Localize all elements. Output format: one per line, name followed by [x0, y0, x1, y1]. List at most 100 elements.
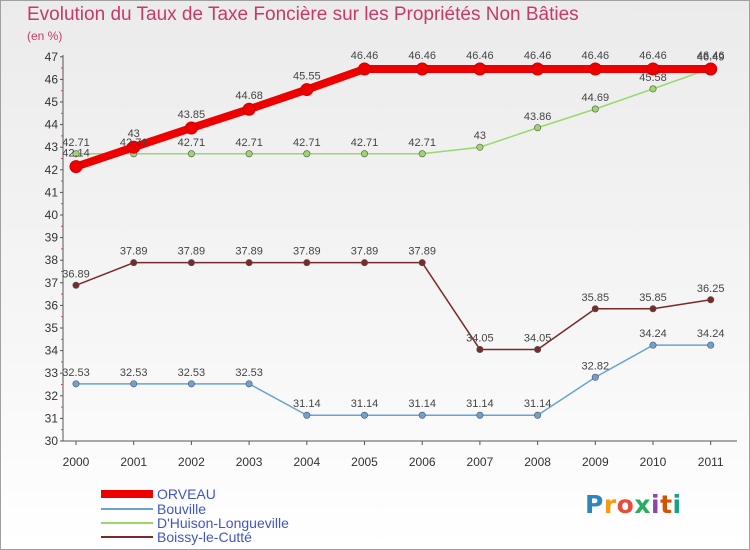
data-label: 42.71 — [293, 137, 321, 149]
data-point — [303, 259, 311, 267]
data-point — [707, 296, 715, 304]
data-point — [707, 341, 715, 349]
y-tick-label: 35 — [45, 321, 59, 335]
data-point — [130, 380, 138, 388]
data-label: 42.71 — [120, 137, 148, 149]
legend-label-boissy: Boissy-le-Cutté — [157, 529, 252, 545]
series-line-3 — [75, 261, 712, 351]
x-tick-label: 2008 — [524, 455, 551, 469]
data-point — [473, 62, 487, 76]
data-point — [476, 143, 484, 151]
data-point — [534, 411, 542, 419]
data-label: 31.14 — [293, 398, 321, 410]
x-tick-label: 2003 — [236, 455, 263, 469]
logo-letter: P — [585, 490, 604, 519]
data-label: 45.55 — [293, 71, 321, 83]
data-label: 37.89 — [351, 246, 379, 258]
data-point — [534, 124, 542, 132]
data-label: 44.69 — [582, 92, 610, 104]
y-tick-label: 43 — [45, 140, 59, 154]
data-point — [245, 259, 253, 267]
data-label: 35.85 — [582, 292, 610, 304]
axes: 30 31 32 33 34 35 36 37 38 39 40 41 42 43 44 45 46 47 2000… — [45, 50, 737, 469]
data-label: 35.85 — [639, 292, 667, 304]
y-tick-label: 40 — [45, 208, 59, 222]
data-point — [534, 345, 542, 353]
data-point — [187, 259, 195, 267]
legend-item-dhuison: D'Huison-Longueville — [101, 515, 289, 531]
data-point — [415, 62, 429, 76]
legend-swatch-boissy — [101, 536, 153, 538]
data-point — [303, 150, 311, 158]
data-label: 43.85 — [178, 109, 206, 121]
data-point — [69, 160, 83, 174]
logo-letter: i — [672, 490, 682, 519]
y-tick-label: 46 — [45, 72, 59, 86]
data-label: 37.89 — [120, 246, 148, 258]
data-label: 43.86 — [524, 111, 552, 123]
data-point — [358, 62, 371, 76]
series-line-2 — [75, 67, 712, 155]
data-label: 42.71 — [351, 137, 379, 149]
data-label: 46.46 — [351, 50, 379, 62]
x-tick-label: 2004 — [293, 455, 320, 469]
logo-letter: t — [660, 490, 673, 519]
proxiti-logo: Proxiti — [585, 490, 682, 519]
logo-letter: x — [634, 490, 651, 519]
data-label: 32.53 — [178, 367, 206, 379]
x-tick-label: 2011 — [698, 455, 724, 469]
legend-label-orveau: ORVEAU — [157, 486, 216, 502]
data-label: 31.14 — [466, 398, 494, 410]
data-label: 34.24 — [639, 328, 667, 340]
unit-label: (en %) — [27, 29, 63, 43]
data-point — [303, 411, 311, 419]
data-label: 37.89 — [408, 246, 436, 258]
y-tick-label: 31 — [45, 411, 59, 425]
x-tick-label: 2001 — [120, 455, 147, 469]
data-label: 31.14 — [524, 398, 552, 410]
x-tick-label: 2007 — [467, 455, 494, 469]
data-point — [360, 411, 368, 419]
data-label: 42.71 — [62, 137, 90, 149]
data-label: 32.53 — [120, 367, 148, 379]
x-tick-label: 2010 — [640, 455, 667, 469]
y-tick-label: 36 — [45, 298, 59, 312]
data-point — [588, 62, 602, 76]
data-point — [130, 259, 138, 267]
data-point — [242, 102, 256, 116]
y-tick-label: 39 — [45, 231, 59, 245]
y-tick-label: 41 — [45, 185, 59, 199]
legend-item-bouville: Bouville — [101, 501, 206, 517]
y-tick-label: 32 — [45, 389, 59, 403]
data-label: 43 — [474, 130, 486, 142]
data-label: 34.05 — [466, 332, 494, 344]
labels-layer: 36.89 37.89 37.89 37.89 37.89 37.89 37.89 34.05… — [62, 50, 724, 410]
y-tick-label: 42 — [45, 163, 59, 177]
data-label: 46.46 — [466, 50, 494, 62]
y-tick-label: 45 — [45, 95, 59, 109]
x-tick-label: 2006 — [409, 455, 436, 469]
data-point — [187, 380, 195, 388]
data-label: 36.25 — [697, 283, 725, 295]
data-label: 46.46 — [408, 50, 436, 62]
legend-item-boissy: Boissy-le-Cutté — [101, 529, 252, 545]
data-label: 43 — [128, 128, 140, 140]
legend-swatch-bouville — [101, 508, 153, 510]
legend-item-orveau: ORVEAU — [101, 486, 216, 502]
data-point — [476, 411, 484, 419]
data-label: 31.14 — [351, 398, 379, 410]
y-tick-label: 44 — [45, 118, 59, 132]
data-point — [531, 62, 545, 76]
y-tick-label: 47 — [45, 50, 59, 64]
data-point — [591, 305, 599, 313]
data-label: 44.68 — [235, 90, 263, 102]
data-point — [72, 150, 80, 158]
legend-swatch-dhuison — [101, 522, 153, 524]
data-label: 46.46 — [697, 50, 725, 62]
logo-letter: o — [616, 490, 635, 519]
data-label: 37.89 — [178, 246, 206, 258]
data-label: 37.89 — [235, 246, 263, 258]
chart-title: Evolution du Taux de Taxe Foncière sur l… — [27, 4, 579, 25]
